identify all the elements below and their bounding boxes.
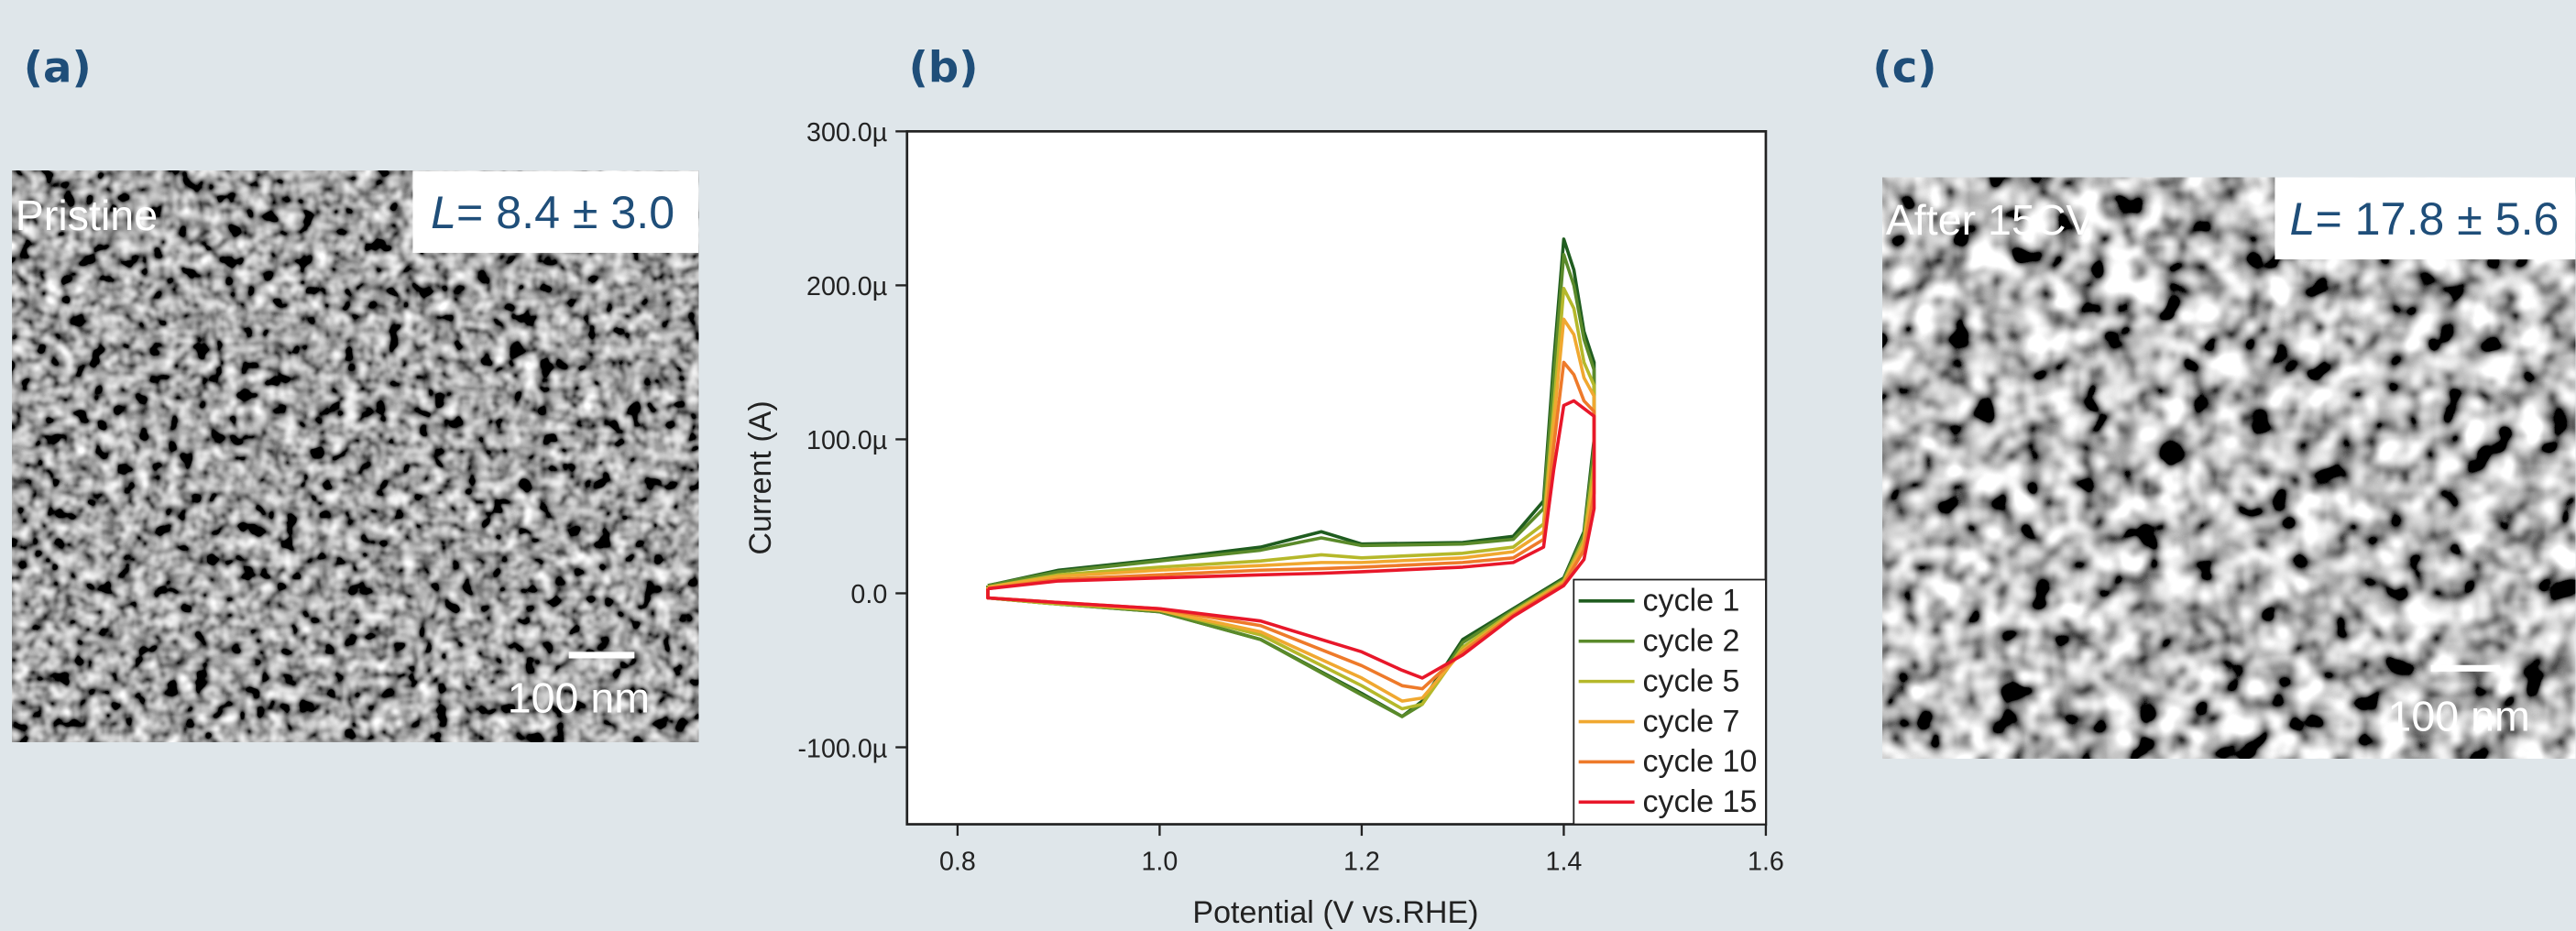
y-tick-label: 300.0µ — [806, 118, 887, 148]
cv-curve — [986, 399, 1596, 680]
y-axis-label: Current (A) — [743, 400, 778, 554]
size-box — [412, 170, 699, 253]
scale-label: 100 nm — [2387, 692, 2529, 739]
legend-label: cycle 5 — [1643, 663, 1740, 698]
legend-label: cycle 10 — [1643, 744, 1758, 779]
size-symbol: L — [2290, 193, 2316, 245]
cv-curve — [986, 317, 1596, 703]
x-tick-label: 1.4 — [1546, 848, 1583, 877]
x-axis-label: Potential (V vs.RHE) — [1192, 895, 1478, 930]
y-tick-label: 0.0 — [850, 580, 887, 609]
panel-label: (b) — [909, 43, 979, 93]
size-label: L= 8.4 ± 3.0 — [431, 187, 674, 238]
size-value: = 17.8 ± 5.6 — [2315, 193, 2559, 245]
x-tick-label: 1.6 — [1748, 848, 1784, 877]
y-tick-label: -100.0µ — [798, 734, 888, 763]
legend-label: cycle 7 — [1643, 704, 1740, 739]
legend-label: cycle 15 — [1643, 784, 1758, 819]
panel-label: (c) — [1872, 43, 1936, 93]
legend-box — [1573, 578, 1767, 826]
size-symbol: L — [431, 187, 456, 238]
image-caption: Pristine — [16, 192, 158, 239]
scale-label: 100 nm — [508, 674, 650, 722]
size-value: = 8.4 ± 3.0 — [456, 187, 674, 238]
cv-curve — [986, 286, 1596, 711]
sem-image — [12, 170, 699, 742]
x-tick-label: 0.8 — [939, 848, 976, 877]
y-tick-label: 200.0µ — [806, 272, 887, 301]
x-tick-label: 1.2 — [1343, 848, 1380, 877]
cv-curve — [986, 252, 1596, 718]
legend-label: cycle 2 — [1643, 623, 1740, 658]
sem-image — [1882, 177, 2576, 759]
size-box — [2275, 177, 2576, 260]
image-caption: After 15CV — [1886, 196, 2095, 244]
size-label: L= 17.8 ± 5.6 — [2290, 193, 2560, 245]
x-tick-label: 1.0 — [1141, 848, 1178, 877]
legend-label: cycle 1 — [1643, 584, 1740, 619]
panel-label: (a) — [24, 43, 92, 93]
cv-curve — [986, 360, 1596, 691]
chart: 0.8 1.0 1.2 1.4 1.6 -100.0µ 0.0 100.0µ 200.0µ 300… — [798, 118, 1784, 877]
y-tick-label: 100.0µ — [806, 426, 887, 455]
